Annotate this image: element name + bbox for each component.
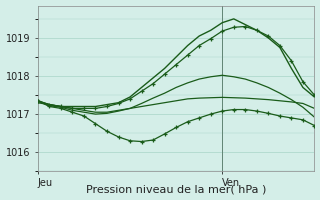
Text: Ven: Ven (222, 178, 240, 188)
Text: Jeu: Jeu (38, 178, 53, 188)
X-axis label: Pression niveau de la mer( hPa ): Pression niveau de la mer( hPa ) (86, 184, 266, 194)
